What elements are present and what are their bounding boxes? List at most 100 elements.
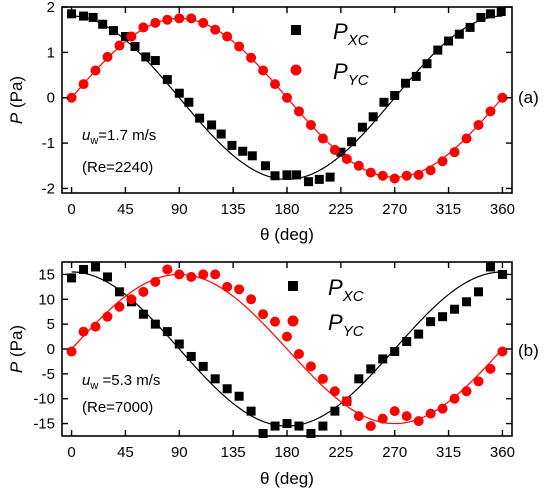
y-tick-label: 15 xyxy=(38,266,55,283)
reynolds-annotation: (Re=2240) xyxy=(82,159,153,176)
data-point-xc xyxy=(114,287,124,297)
data-point-yc xyxy=(377,170,388,181)
data-point-xc xyxy=(67,9,77,19)
data-point-xc xyxy=(357,122,367,132)
data-point-xc xyxy=(246,406,256,416)
data-point-yc xyxy=(210,269,221,280)
x-tick-label: 270 xyxy=(382,201,407,218)
data-point-xc xyxy=(366,364,376,374)
x-tick-label: 225 xyxy=(328,444,353,461)
x-tick-label: 90 xyxy=(171,201,188,218)
data-point-yc xyxy=(485,363,496,374)
data-point-xc xyxy=(368,112,378,122)
data-point-yc xyxy=(485,106,496,117)
data-point-yc xyxy=(401,170,412,181)
data-point-yc xyxy=(473,119,484,130)
data-point-xc xyxy=(318,421,328,431)
data-point-yc xyxy=(246,52,257,63)
data-point-xc xyxy=(98,19,108,29)
legend-marker-xc xyxy=(291,25,301,35)
data-point-yc xyxy=(270,316,281,327)
data-point-xc xyxy=(79,11,89,21)
y-axis-label: P (Pa) xyxy=(7,325,26,373)
data-point-yc xyxy=(66,346,77,357)
data-point-xc xyxy=(150,56,160,66)
y-tick-label: 5 xyxy=(47,316,55,333)
data-point-yc xyxy=(365,167,376,178)
data-point-yc xyxy=(78,79,89,90)
data-point-xc xyxy=(411,71,421,81)
data-point-yc xyxy=(90,65,101,76)
data-point-xc xyxy=(67,273,77,283)
data-point-yc xyxy=(234,284,245,295)
panel-label: (b) xyxy=(518,341,539,360)
data-point-xc xyxy=(450,304,460,314)
y-tick-label: -5 xyxy=(42,366,55,383)
data-point-yc xyxy=(377,413,388,424)
data-point-yc xyxy=(353,411,364,422)
data-point-yc xyxy=(66,92,77,103)
data-point-xc xyxy=(130,41,140,51)
data-point-yc xyxy=(258,65,269,76)
data-point-yc xyxy=(270,79,281,90)
data-point-xc xyxy=(336,147,346,157)
data-point-yc xyxy=(78,326,89,337)
data-point-xc xyxy=(258,429,268,439)
legend-label-yc: PYC xyxy=(333,59,369,89)
data-point-xc xyxy=(390,346,400,356)
data-point-xc xyxy=(438,312,448,322)
data-point-yc xyxy=(186,13,197,24)
data-point-xc xyxy=(120,31,130,41)
data-point-xc xyxy=(138,309,148,319)
flow-velocity-annotation: uw=1.7 m/s xyxy=(82,127,156,147)
data-point-yc xyxy=(317,133,328,144)
data-point-xc xyxy=(465,22,475,32)
data-point-yc xyxy=(473,376,484,387)
data-point-xc xyxy=(150,319,160,329)
y-axis-label: P (Pa) xyxy=(7,76,26,124)
x-tick-label: 0 xyxy=(67,444,75,461)
data-point-yc xyxy=(222,281,233,292)
data-point-xc xyxy=(485,9,495,19)
data-point-yc xyxy=(114,301,125,312)
data-point-yc xyxy=(353,160,364,171)
flow-velocity-annotation: uw =5.3 m/s xyxy=(82,372,160,392)
data-point-yc xyxy=(126,31,137,42)
y-tick-label: 1 xyxy=(47,44,55,61)
data-point-xc xyxy=(79,264,89,274)
x-tick-label: 45 xyxy=(117,444,134,461)
data-point-xc xyxy=(184,97,194,107)
panel-b: 0 45 90 135 180 225 270 315 360 -15 -10 -5 0 5 10 15 θ (… xyxy=(7,261,539,488)
data-point-yc xyxy=(461,386,472,397)
data-point-xc xyxy=(496,7,506,17)
data-point-yc xyxy=(126,294,137,305)
data-point-xc xyxy=(198,361,208,371)
data-point-xc xyxy=(282,419,292,429)
data-point-xc xyxy=(282,170,292,180)
legend-label-yc: PYC xyxy=(328,310,364,340)
data-point-yc xyxy=(341,153,352,164)
data-point-yc xyxy=(174,13,185,24)
x-tick-label: 135 xyxy=(221,444,246,461)
data-point-xc xyxy=(354,374,364,384)
data-point-xc xyxy=(222,384,232,394)
data-point-xc xyxy=(476,12,486,22)
data-point-xc xyxy=(485,262,495,272)
data-point-xc xyxy=(270,171,280,181)
y-tick-label: 0 xyxy=(47,341,55,358)
data-point-yc xyxy=(365,421,376,432)
data-point-yc xyxy=(305,361,316,372)
data-point-yc xyxy=(198,269,209,280)
data-point-xc xyxy=(141,52,151,62)
legend-label-xc: PXC xyxy=(333,19,369,49)
x-tick-label: 225 xyxy=(328,201,353,218)
data-point-yc xyxy=(293,348,304,359)
x-tick-label: 0 xyxy=(67,201,75,218)
data-point-xc xyxy=(426,317,436,327)
data-point-yc xyxy=(437,403,448,414)
data-point-xc xyxy=(497,269,507,279)
data-point-yc xyxy=(210,24,221,35)
data-point-xc xyxy=(433,45,443,55)
data-point-xc xyxy=(186,351,196,361)
data-point-xc xyxy=(422,59,432,69)
